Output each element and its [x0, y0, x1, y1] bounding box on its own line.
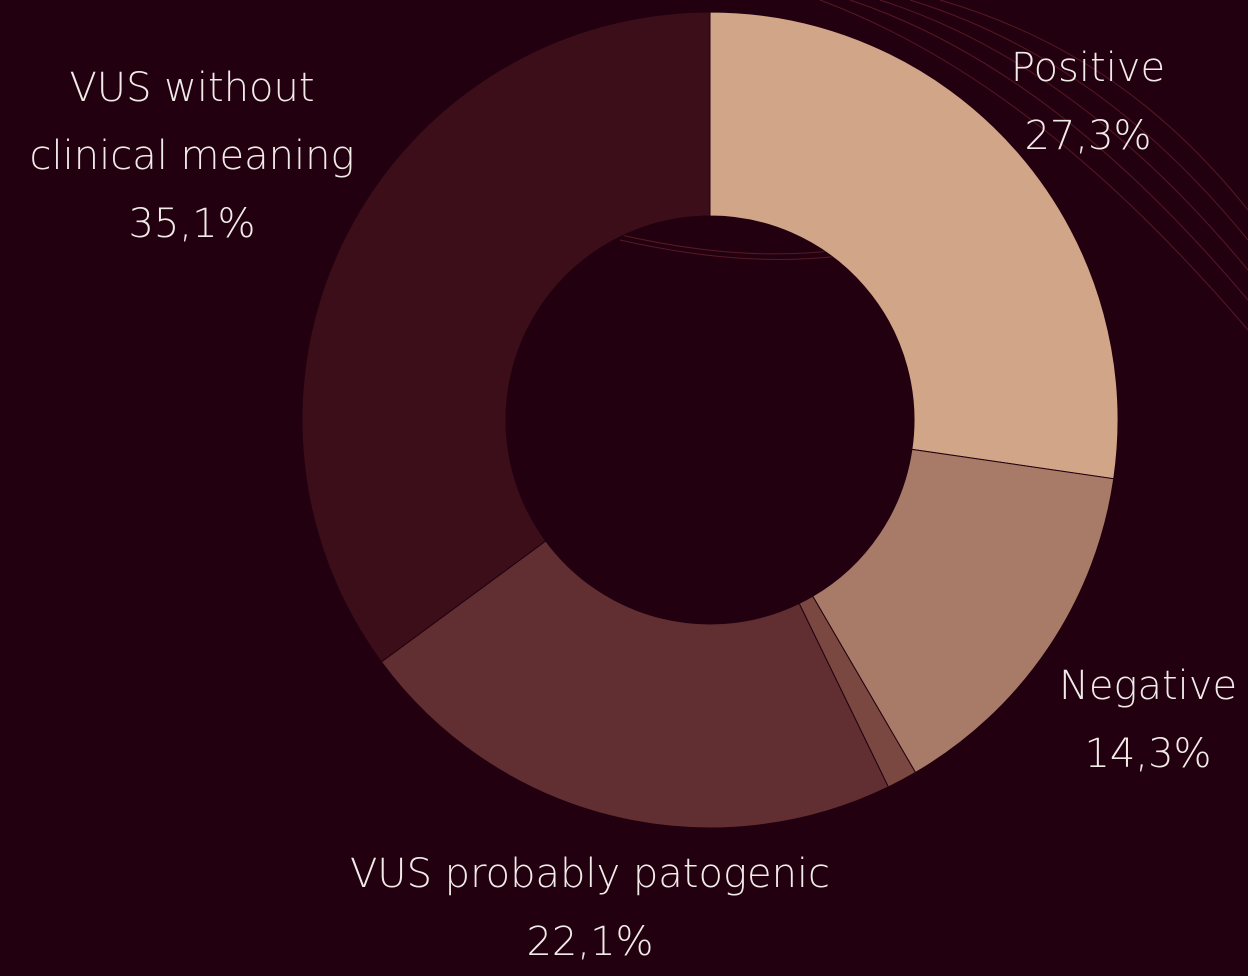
- value-label: 27,3%: [1024, 113, 1152, 159]
- value-label: 22,1%: [526, 919, 654, 965]
- category-label: Positive: [1010, 45, 1166, 91]
- donut-slice: [380, 540, 890, 829]
- decoration: [599, 0, 1248, 331]
- chart: [301, 0, 1248, 829]
- donut-slice: [709, 11, 1119, 480]
- value-label: 35,1%: [128, 201, 256, 247]
- value-label: 14,3%: [1084, 731, 1212, 777]
- slice-label: Positive 27,3%: [928, 34, 1248, 170]
- donut-slice: [812, 448, 1115, 774]
- slice-label: VUS probably patogenic 22,1%: [310, 840, 870, 976]
- category-label: VUS without clinical meaning: [29, 65, 355, 179]
- donut-slice: [301, 11, 711, 663]
- slice-label: Negative 14,3%: [1038, 652, 1248, 788]
- category-label: Negative: [1058, 663, 1238, 709]
- category-label: VUS probably patogenic: [349, 851, 831, 897]
- slice-label: VUS without clinical meaning 35,1%: [2, 54, 382, 258]
